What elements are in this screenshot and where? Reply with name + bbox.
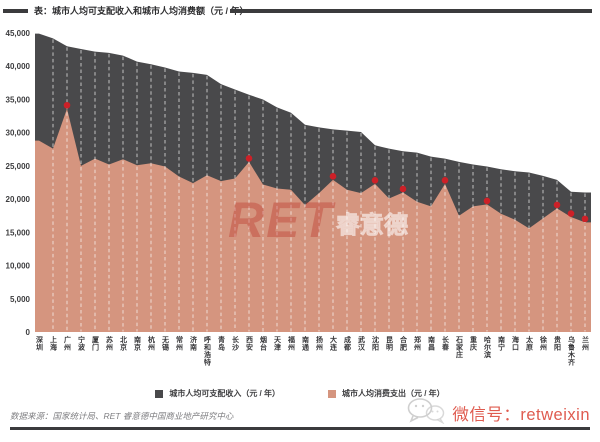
income-consumption-area-chart: RET 睿意德 45,000 40,000 35,000 30,000 25,000 20,0…	[6, 29, 591, 337]
peak-marker	[553, 201, 561, 209]
x-axis-label: 乌鲁木齐	[567, 336, 575, 366]
y-axis-tick-label: 5,000	[10, 295, 31, 304]
x-axis-label: 重庆	[469, 336, 477, 351]
y-axis-tick-label: 10,000	[6, 262, 31, 271]
svg-text:睿意德: 睿意德	[336, 211, 408, 239]
x-axis-label: 北京	[119, 336, 127, 351]
peak-marker	[371, 177, 379, 184]
page-title: 表：城市人均可支配收入和城市人均消费额（元 / 年）	[34, 6, 249, 16]
x-axis-label: 杭州	[147, 336, 155, 351]
wechat-badge: 微信号：retweixin	[406, 397, 590, 429]
y-axis-tick-label: 0	[26, 328, 31, 337]
x-axis-label: 西安	[245, 336, 253, 351]
x-axis-label: 深圳	[35, 336, 43, 351]
x-axis-label: 南宁	[497, 336, 505, 351]
x-axis-label: 长沙	[231, 336, 239, 351]
wechat-id-text: 微信号：retweixin	[452, 406, 590, 424]
peak-marker	[441, 177, 449, 184]
y-axis-tick-label: 40,000	[6, 62, 31, 71]
title-rule-right	[230, 9, 592, 13]
peak-marker	[567, 210, 575, 217]
x-axis-label: 大连	[329, 336, 337, 351]
y-axis-tick-label: 15,000	[6, 228, 31, 237]
x-axis-label: 南京	[133, 336, 141, 351]
x-axis-label: 武汉	[357, 336, 365, 351]
x-axis-label: 青岛	[217, 336, 225, 351]
x-axis-label: 海口	[511, 336, 519, 351]
x-axis-label: 南昌	[427, 336, 435, 351]
peak-marker	[399, 185, 407, 193]
x-axis-label: 呼和浩特	[203, 336, 211, 366]
y-axis-tick-label: 20,000	[6, 195, 31, 204]
x-axis-label: 成都	[343, 336, 351, 351]
legend-item-income: 城市人均可支配收入（元 / 年）	[155, 388, 280, 399]
svg-text:RET: RET	[228, 192, 336, 248]
data-source-note: 数据来源：国家统计局、RET 睿意德中国商业地产研究中心	[10, 411, 234, 421]
x-axis-label: 沈阳	[371, 336, 379, 351]
legend-item-consumption: 城市人均消费支出（元 / 年）	[328, 388, 445, 399]
x-axis-label: 贵阳	[553, 336, 561, 351]
x-axis-label: 合肥	[399, 336, 407, 351]
y-axis-tick-label: 35,000	[6, 95, 31, 104]
x-axis-label: 广州	[63, 336, 71, 351]
x-axis-label: 徐州	[539, 336, 547, 351]
x-axis-label: 哈尔滨	[483, 336, 491, 359]
peak-marker	[245, 155, 253, 162]
wechat-icon	[406, 397, 446, 429]
x-axis-label: 福州	[287, 336, 295, 351]
x-axis-label: 无锡	[161, 336, 169, 351]
x-axis-label: 石家庄	[455, 336, 463, 359]
x-axis-label: 烟台	[259, 336, 267, 351]
x-axis-label: 宁波	[77, 336, 85, 351]
peak-marker	[483, 197, 491, 205]
x-axis-label: 济南	[189, 336, 197, 351]
peak-marker	[63, 101, 71, 109]
peak-marker	[329, 173, 337, 180]
x-axis-label: 昆明	[385, 336, 393, 351]
legend: 城市人均可支配收入（元 / 年） 城市人均消费支出（元 / 年）	[0, 388, 600, 399]
footer-rule	[10, 427, 590, 430]
x-axis-labels: 深圳 上海 广州 宁波 厦门 苏州 北京 南京 杭州 无锡 常州 济南 呼和浩特 青岛 长沙 西安 烟台 天津 福州…	[35, 336, 589, 366]
x-axis-label: 南通	[301, 336, 309, 351]
x-axis-label: 厦门	[91, 336, 99, 351]
legend-swatch-income	[155, 389, 164, 398]
y-axis-tick-label: 45,000	[6, 29, 31, 38]
legend-swatch-consumption	[328, 389, 336, 398]
x-axis-label: 长春	[441, 336, 449, 351]
x-axis-label: 郑州	[413, 336, 421, 351]
peak-marker	[581, 215, 589, 223]
x-axis-label: 上海	[49, 336, 57, 351]
x-axis-label: 扬州	[315, 336, 323, 351]
y-axis-tick-label: 25,000	[6, 162, 31, 171]
y-axis-tick-label: 30,000	[6, 129, 31, 138]
x-axis-label: 兰州	[581, 336, 589, 351]
legend-label-consumption: 城市人均消费支出（元 / 年）	[342, 389, 445, 398]
x-axis-label: 常州	[175, 336, 183, 351]
legend-label-income: 城市人均可支配收入（元 / 年）	[169, 389, 280, 398]
x-axis-label: 天津	[273, 336, 281, 351]
x-axis-label: 苏州	[105, 336, 113, 351]
x-axis-label: 太原	[525, 336, 533, 351]
title-rule-left	[3, 9, 28, 13]
